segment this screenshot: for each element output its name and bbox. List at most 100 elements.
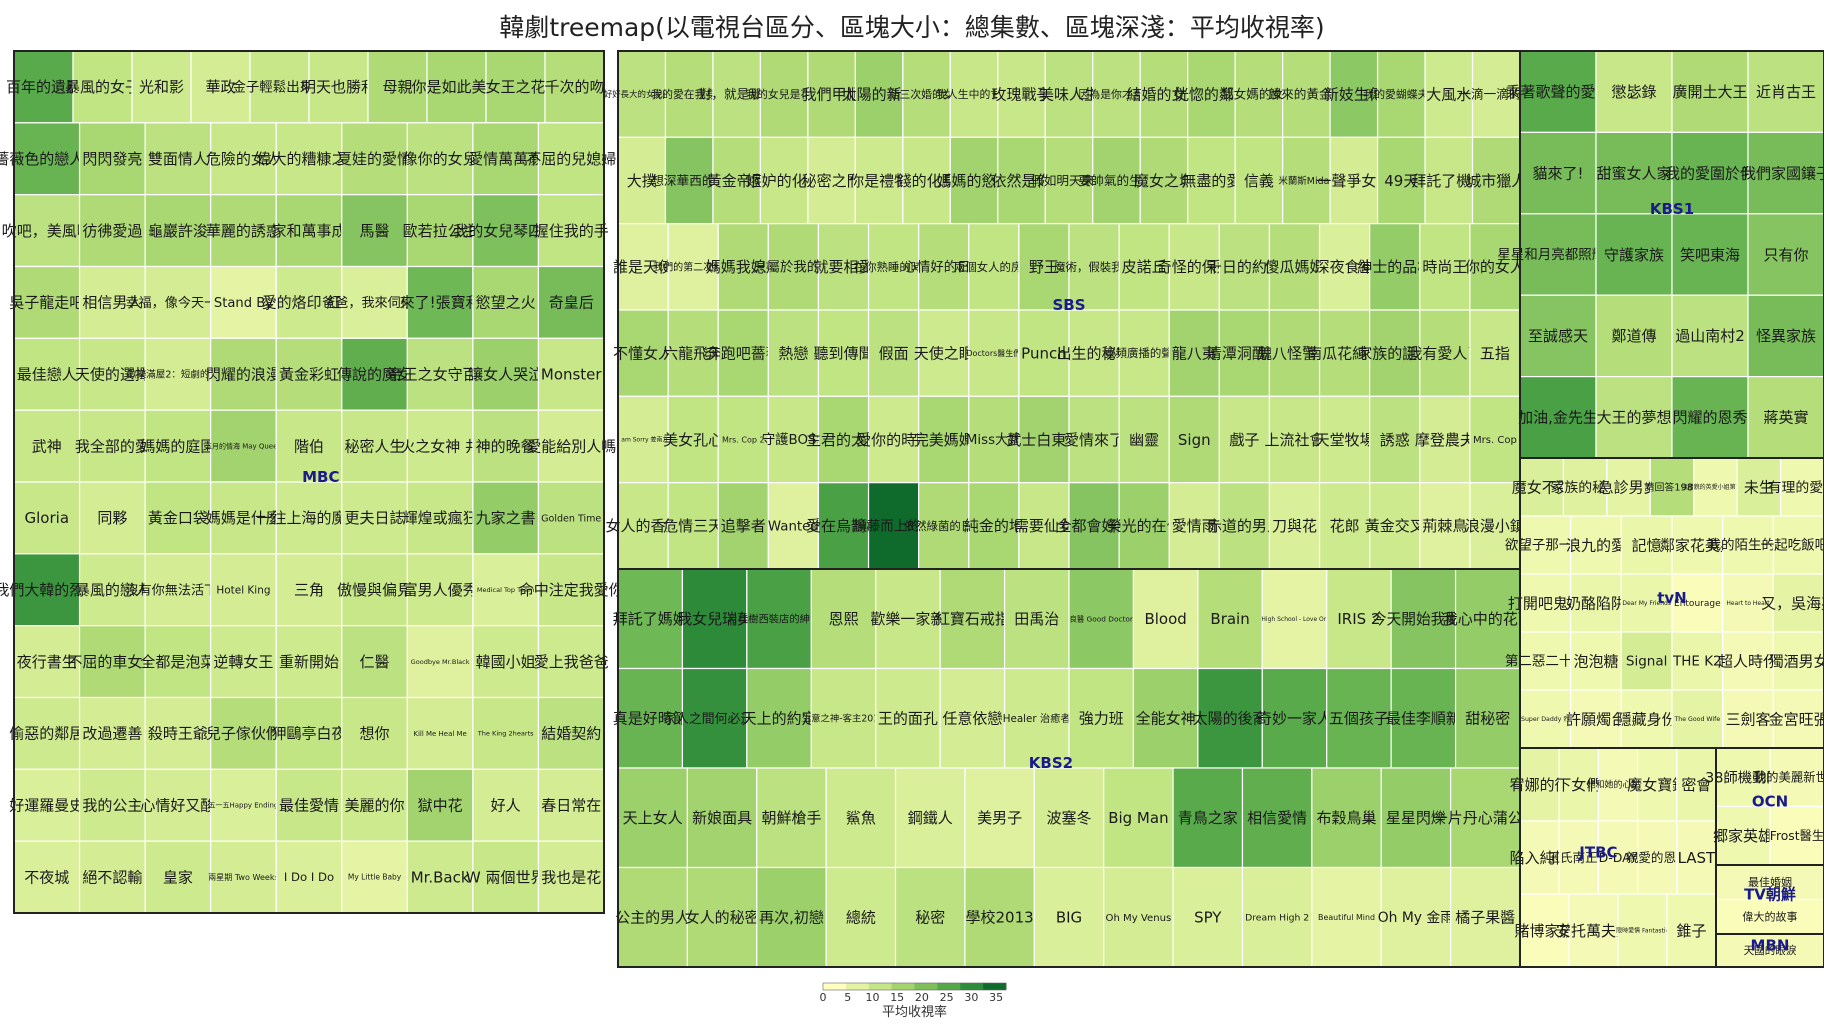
treemap-cell[interactable]: [1772, 689, 1824, 749]
treemap-cell[interactable]: [1369, 309, 1421, 397]
treemap-cell[interactable]: [275, 409, 343, 483]
treemap-cell[interactable]: [537, 122, 605, 196]
treemap-cell[interactable]: [144, 625, 212, 699]
treemap-cell[interactable]: [341, 625, 408, 699]
treemap-cell[interactable]: [767, 223, 820, 311]
treemap-cell[interactable]: [1722, 515, 1774, 575]
treemap-cell[interactable]: [78, 409, 146, 483]
treemap-cell[interactable]: [1118, 395, 1170, 484]
treemap-cell[interactable]: [1570, 515, 1622, 575]
treemap-cell[interactable]: [964, 767, 1035, 869]
treemap-cell[interactable]: [472, 768, 540, 842]
treemap-cell[interactable]: [1606, 457, 1651, 517]
treemap-cell[interactable]: [1268, 309, 1321, 397]
treemap-cell[interactable]: [968, 223, 1020, 311]
treemap-cell[interactable]: [537, 696, 605, 770]
treemap-cell[interactable]: [1268, 223, 1321, 311]
treemap-cell[interactable]: [78, 122, 146, 196]
treemap-cell[interactable]: [13, 122, 81, 196]
treemap-cell[interactable]: [1419, 482, 1471, 570]
treemap-cell[interactable]: [968, 395, 1020, 484]
treemap-cell[interactable]: [968, 482, 1020, 570]
treemap-cell[interactable]: [717, 482, 769, 570]
treemap-cell[interactable]: [1671, 631, 1724, 691]
treemap-cell[interactable]: [817, 482, 870, 570]
treemap-cell[interactable]: [968, 309, 1020, 397]
treemap-cell[interactable]: [681, 667, 748, 769]
treemap-cell[interactable]: [1218, 395, 1271, 484]
treemap-cell[interactable]: [406, 409, 474, 483]
treemap-cell[interactable]: [1068, 667, 1135, 769]
treemap-cell[interactable]: [78, 194, 146, 268]
treemap-cell[interactable]: [13, 768, 81, 842]
treemap-cell[interactable]: [1419, 395, 1471, 484]
treemap-cell[interactable]: [1666, 893, 1717, 968]
treemap-cell[interactable]: [1168, 309, 1220, 397]
treemap-cell[interactable]: [1318, 309, 1371, 397]
treemap-cell[interactable]: [1172, 767, 1244, 869]
treemap-cell[interactable]: [949, 136, 999, 225]
treemap-cell[interactable]: [1068, 223, 1120, 311]
treemap-cell[interactable]: [1282, 136, 1331, 225]
treemap-cell[interactable]: [1369, 395, 1421, 484]
treemap-cell[interactable]: [1469, 395, 1521, 484]
treemap-cell[interactable]: [1519, 213, 1597, 296]
treemap-cell[interactable]: [1172, 866, 1244, 968]
treemap-cell[interactable]: [275, 194, 343, 268]
treemap-cell[interactable]: [1671, 131, 1749, 215]
treemap-cell[interactable]: [617, 223, 669, 311]
treemap-cell[interactable]: [144, 553, 212, 627]
treemap-cell[interactable]: [1103, 767, 1174, 869]
treemap-cell[interactable]: [1326, 667, 1392, 769]
treemap-cell[interactable]: [712, 136, 762, 225]
treemap-cell[interactable]: [617, 866, 688, 968]
treemap-cell[interactable]: [1018, 223, 1070, 311]
treemap-cell[interactable]: [894, 767, 966, 869]
treemap-cell[interactable]: [1118, 309, 1170, 397]
treemap-cell[interactable]: [1268, 482, 1321, 570]
treemap-cell[interactable]: [997, 50, 1046, 138]
treemap-cell[interactable]: [341, 696, 408, 770]
treemap-cell[interactable]: [1268, 395, 1321, 484]
treemap-cell[interactable]: [686, 767, 758, 869]
treemap-cell[interactable]: [1068, 395, 1120, 484]
treemap-cell[interactable]: [1044, 50, 1094, 138]
treemap-cell[interactable]: [854, 136, 904, 225]
treemap-cell[interactable]: [939, 667, 1006, 769]
treemap-cell[interactable]: [144, 265, 212, 339]
treemap-cell[interactable]: [406, 122, 474, 196]
treemap-cell[interactable]: [1671, 213, 1749, 296]
treemap-cell[interactable]: [1649, 457, 1695, 517]
treemap-cell[interactable]: [275, 481, 343, 555]
treemap-cell[interactable]: [406, 696, 474, 770]
treemap-cell[interactable]: [144, 194, 212, 268]
treemap-cell[interactable]: [210, 337, 277, 411]
treemap-cell[interactable]: [767, 482, 820, 570]
treemap-cell[interactable]: [759, 136, 809, 225]
treemap-cell[interactable]: [406, 840, 474, 914]
treemap-cell[interactable]: [817, 223, 870, 311]
treemap-cell[interactable]: [1311, 767, 1382, 869]
treemap-cell[interactable]: [854, 50, 904, 138]
treemap-cell[interactable]: [664, 50, 714, 138]
treemap-cell[interactable]: [1450, 767, 1521, 869]
treemap-cell[interactable]: [867, 223, 920, 311]
treemap-cell[interactable]: [1318, 482, 1371, 570]
treemap-cell[interactable]: [1715, 898, 1824, 935]
treemap-cell[interactable]: [1318, 395, 1371, 484]
treemap-cell[interactable]: [1636, 747, 1678, 822]
treemap-cell[interactable]: [1558, 747, 1599, 822]
treemap-cell[interactable]: [1722, 631, 1774, 691]
treemap-cell[interactable]: [78, 768, 146, 842]
treemap-cell[interactable]: [1747, 50, 1824, 134]
treemap-cell[interactable]: [756, 866, 827, 968]
treemap-cell[interactable]: [1769, 805, 1824, 866]
treemap-cell[interactable]: [406, 553, 474, 627]
treemap-cell[interactable]: [210, 696, 277, 770]
treemap-cell[interactable]: [537, 768, 605, 842]
treemap-cell[interactable]: [1003, 667, 1070, 769]
treemap-cell[interactable]: [210, 840, 277, 914]
treemap-cell[interactable]: [1620, 515, 1673, 575]
treemap-cell[interactable]: [1772, 515, 1824, 575]
treemap-cell[interactable]: [1671, 689, 1724, 749]
